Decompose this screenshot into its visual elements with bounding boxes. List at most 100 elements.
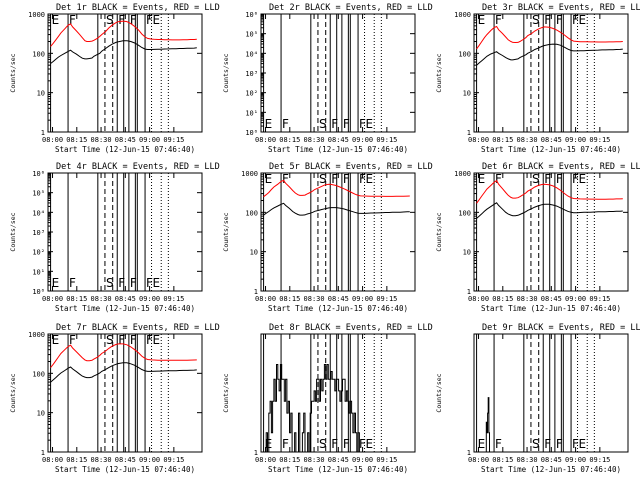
y-tick-label: 10⁴ [245, 50, 258, 58]
x-tick-label: 09:15 [589, 456, 610, 464]
y-tick-label: 10² [32, 249, 45, 257]
x-tick-label: 09:15 [589, 136, 610, 144]
x-tick-label: 08:30 [91, 295, 112, 303]
event-flag-E: E [265, 172, 273, 186]
chart-panel-5: Det 5r BLACK = Events, RED = LLD 1 10 100 10… [222, 162, 433, 313]
y-tick-label: 10⁵ [245, 31, 258, 39]
y-tick-label: 1 [254, 449, 258, 457]
event-flag-F: F [359, 172, 366, 186]
event-flag-E: E [366, 117, 374, 131]
y-axis-label: Counts/sec [435, 53, 443, 92]
event-flag-F: F [118, 276, 125, 290]
event-flag-F: F [130, 333, 137, 347]
event-flag-F: F [331, 117, 338, 131]
event-flag-F: F [282, 437, 289, 451]
event-flag-F: F [118, 333, 125, 347]
event-flag-F: F [556, 172, 563, 186]
x-tick-label: 08:00 [468, 456, 489, 464]
y-tick-label: 10⁶ [32, 170, 45, 178]
chart-panel-1: Det 1r BLACK = Events, RED = LLD 1 10 100 10… [9, 3, 220, 154]
x-tick-label: 08:15 [66, 456, 87, 464]
chart-title: Det 4r BLACK = Events, RED = LLD [56, 162, 220, 172]
y-tick-label: 10¹ [245, 109, 258, 117]
chart-title: Det 7r BLACK = Events, RED = LLD [56, 323, 220, 333]
x-tick-label: 08:00 [255, 456, 276, 464]
event-flag-E: E [265, 117, 273, 131]
event-flag-E: E [579, 172, 587, 186]
x-tick-label: 08:30 [304, 136, 325, 144]
y-tick-label: 1000 [454, 170, 471, 178]
event-flag-F: F [572, 437, 579, 451]
series-events-line [476, 43, 623, 66]
event-flag-E: E [478, 437, 486, 451]
y-tick-label: 10⁰ [245, 129, 258, 137]
x-tick-label: 09:00 [352, 295, 373, 303]
event-flag-E: E [52, 13, 60, 27]
x-tick-label: 08:30 [517, 295, 538, 303]
event-flag-S: S [532, 13, 540, 27]
x-axis-label: Start Time (12-Jun-15 07:46:40) [268, 145, 408, 154]
plot-frame [47, 333, 203, 453]
x-tick-label: 09:00 [565, 456, 586, 464]
event-flag-F: F [556, 13, 563, 27]
event-flag-F: F [495, 172, 502, 186]
event-flag-F: F [359, 437, 366, 451]
x-tick-label: 08:00 [255, 295, 276, 303]
y-tick-label: 100 [32, 50, 45, 58]
chart-panel-2: Det 2r BLACK = Events, RED = LLD 10⁰ 10¹ 10… [222, 3, 433, 154]
x-tick-label: 08:45 [328, 456, 349, 464]
event-flag-E: E [153, 333, 161, 347]
y-tick-label: 1000 [28, 11, 45, 19]
y-tick-label: 10⁶ [245, 11, 258, 19]
x-axis-label: Start Time (12-Jun-15 07:46:40) [268, 304, 408, 313]
y-axis-label: Counts/sec [435, 212, 443, 251]
x-tick-label: 08:45 [115, 295, 136, 303]
y-tick-label: 10 [463, 90, 471, 98]
event-flag-S: S [319, 172, 327, 186]
event-flag-F: F [359, 117, 366, 131]
event-flag-E: E [478, 13, 486, 27]
y-tick-label: 10² [245, 90, 258, 98]
x-tick-label: 08:45 [328, 295, 349, 303]
event-flag-E: E [52, 276, 60, 290]
plot-frame [473, 172, 629, 292]
series-events-line [263, 364, 362, 453]
event-flag-F: F [331, 437, 338, 451]
y-tick-label: 1000 [241, 170, 258, 178]
event-flag-F: F [146, 13, 153, 27]
x-tick-label: 09:15 [376, 456, 397, 464]
event-flag-E: E [478, 172, 486, 186]
event-flag-F: F [495, 437, 502, 451]
x-tick-label: 08:30 [304, 295, 325, 303]
y-axis-label: Counts/sec [222, 212, 230, 251]
x-axis-label: Start Time (12-Jun-15 07:46:40) [55, 465, 195, 474]
y-tick-label: 1 [467, 129, 471, 137]
x-tick-label: 08:00 [468, 136, 489, 144]
series-events-line [50, 362, 197, 383]
x-axis-label: Start Time (12-Jun-15 07:46:40) [268, 465, 408, 474]
event-flag-F: F [544, 437, 551, 451]
y-tick-label: 1000 [454, 11, 471, 19]
chart-title: Det 2r BLACK = Events, RED = LLD [269, 3, 433, 13]
event-flag-F: F [556, 437, 563, 451]
y-tick-label: 100 [245, 209, 258, 217]
x-tick-label: 09:15 [376, 136, 397, 144]
x-tick-label: 08:30 [304, 456, 325, 464]
chart-panel-7: Det 7r BLACK = Events, RED = LLD 1 10 100 10… [9, 323, 220, 474]
event-flag-F: F [544, 13, 551, 27]
x-tick-label: 08:00 [42, 456, 63, 464]
event-flag-E: E [579, 437, 587, 451]
plot-frame [473, 333, 629, 453]
x-tick-label: 09:00 [565, 136, 586, 144]
event-flag-F: F [282, 172, 289, 186]
chart-title: Det 8r BLACK = Events, RED = LLD [269, 323, 433, 333]
x-tick-label: 09:15 [376, 295, 397, 303]
series-events-line [50, 40, 197, 64]
y-tick-label: 10 [463, 249, 471, 257]
chart-panel-3: Det 3r BLACK = Events, RED = LLD 1 10 100 10… [435, 3, 640, 154]
y-tick-label: 10⁵ [32, 190, 45, 198]
event-flag-S: S [319, 437, 327, 451]
event-flag-S: S [106, 276, 114, 290]
x-axis-label: Start Time (12-Jun-15 07:46:40) [55, 304, 195, 313]
